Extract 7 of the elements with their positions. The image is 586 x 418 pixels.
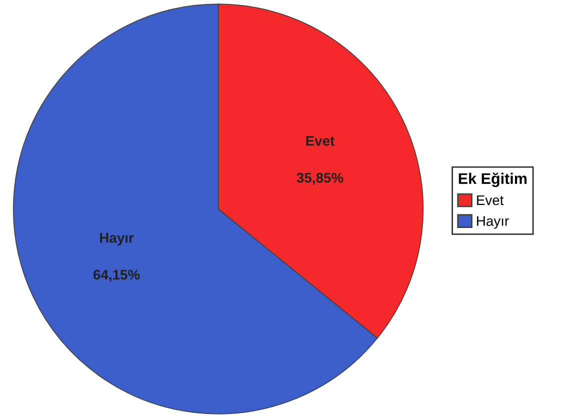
data-label: 35,85% <box>296 172 344 185</box>
slice-label: Evet <box>306 136 335 146</box>
legend-title: Ek Eğitim <box>458 172 527 188</box>
slice-label: Hayır <box>100 233 134 246</box>
legend-label: Hayır <box>477 216 509 229</box>
legend-label: Evet <box>477 195 504 206</box>
data-label: 64,15% <box>94 270 140 282</box>
